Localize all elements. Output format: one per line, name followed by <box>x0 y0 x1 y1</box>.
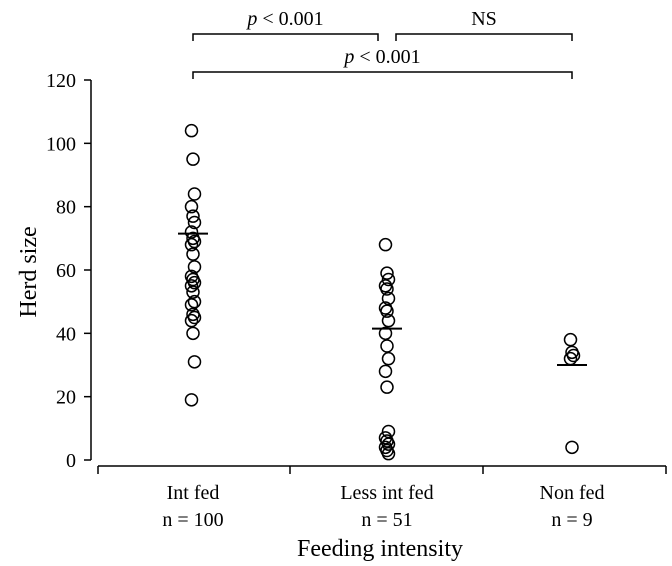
x-category-label: Non fed <box>540 482 605 504</box>
significance-bracket <box>396 34 572 41</box>
data-point <box>189 188 201 200</box>
data-point <box>566 441 578 453</box>
significance-brackets: p < 0.001 NS p < 0.001 <box>193 8 572 79</box>
x-axis-title: Feeding intensity <box>297 536 463 562</box>
y-tick-label: 20 <box>56 387 76 409</box>
significance-bracket <box>193 34 378 41</box>
data-point <box>383 353 395 365</box>
x-category-n-label: n = 51 <box>361 509 412 531</box>
significance-label: NS <box>471 8 497 30</box>
data-point <box>380 239 392 251</box>
y-axis-title: Herd size <box>16 226 42 317</box>
y-tick-label: 60 <box>56 260 76 282</box>
data-point <box>186 125 198 137</box>
significance-bracket <box>193 72 572 79</box>
significance-label: p < 0.001 <box>342 46 420 68</box>
y-tick-label: 40 <box>56 323 76 345</box>
x-category-label: Int fed <box>167 482 220 504</box>
data-point <box>186 394 198 406</box>
axes <box>91 80 666 466</box>
y-tick-label: 0 <box>66 450 76 472</box>
data-points <box>186 125 580 460</box>
data-point <box>187 153 199 165</box>
y-tick-label: 80 <box>56 197 76 219</box>
data-point <box>380 365 392 377</box>
y-ticks: 0 20 40 60 80 100 120 <box>46 70 91 472</box>
data-point <box>565 334 577 346</box>
y-tick-label: 120 <box>46 70 76 92</box>
x-category-n-label: n = 100 <box>162 509 223 531</box>
y-tick-label: 100 <box>46 133 76 155</box>
data-point <box>189 356 201 368</box>
data-point <box>187 327 199 339</box>
x-category-n-label: n = 9 <box>551 509 592 531</box>
data-point <box>381 381 393 393</box>
x-category-label: Less int fed <box>340 482 433 504</box>
x-categories: Int fed n = 100 Less int fed n = 51 Non fed n… <box>98 466 666 531</box>
data-point <box>381 340 393 352</box>
significance-label: p < 0.001 <box>245 8 323 30</box>
